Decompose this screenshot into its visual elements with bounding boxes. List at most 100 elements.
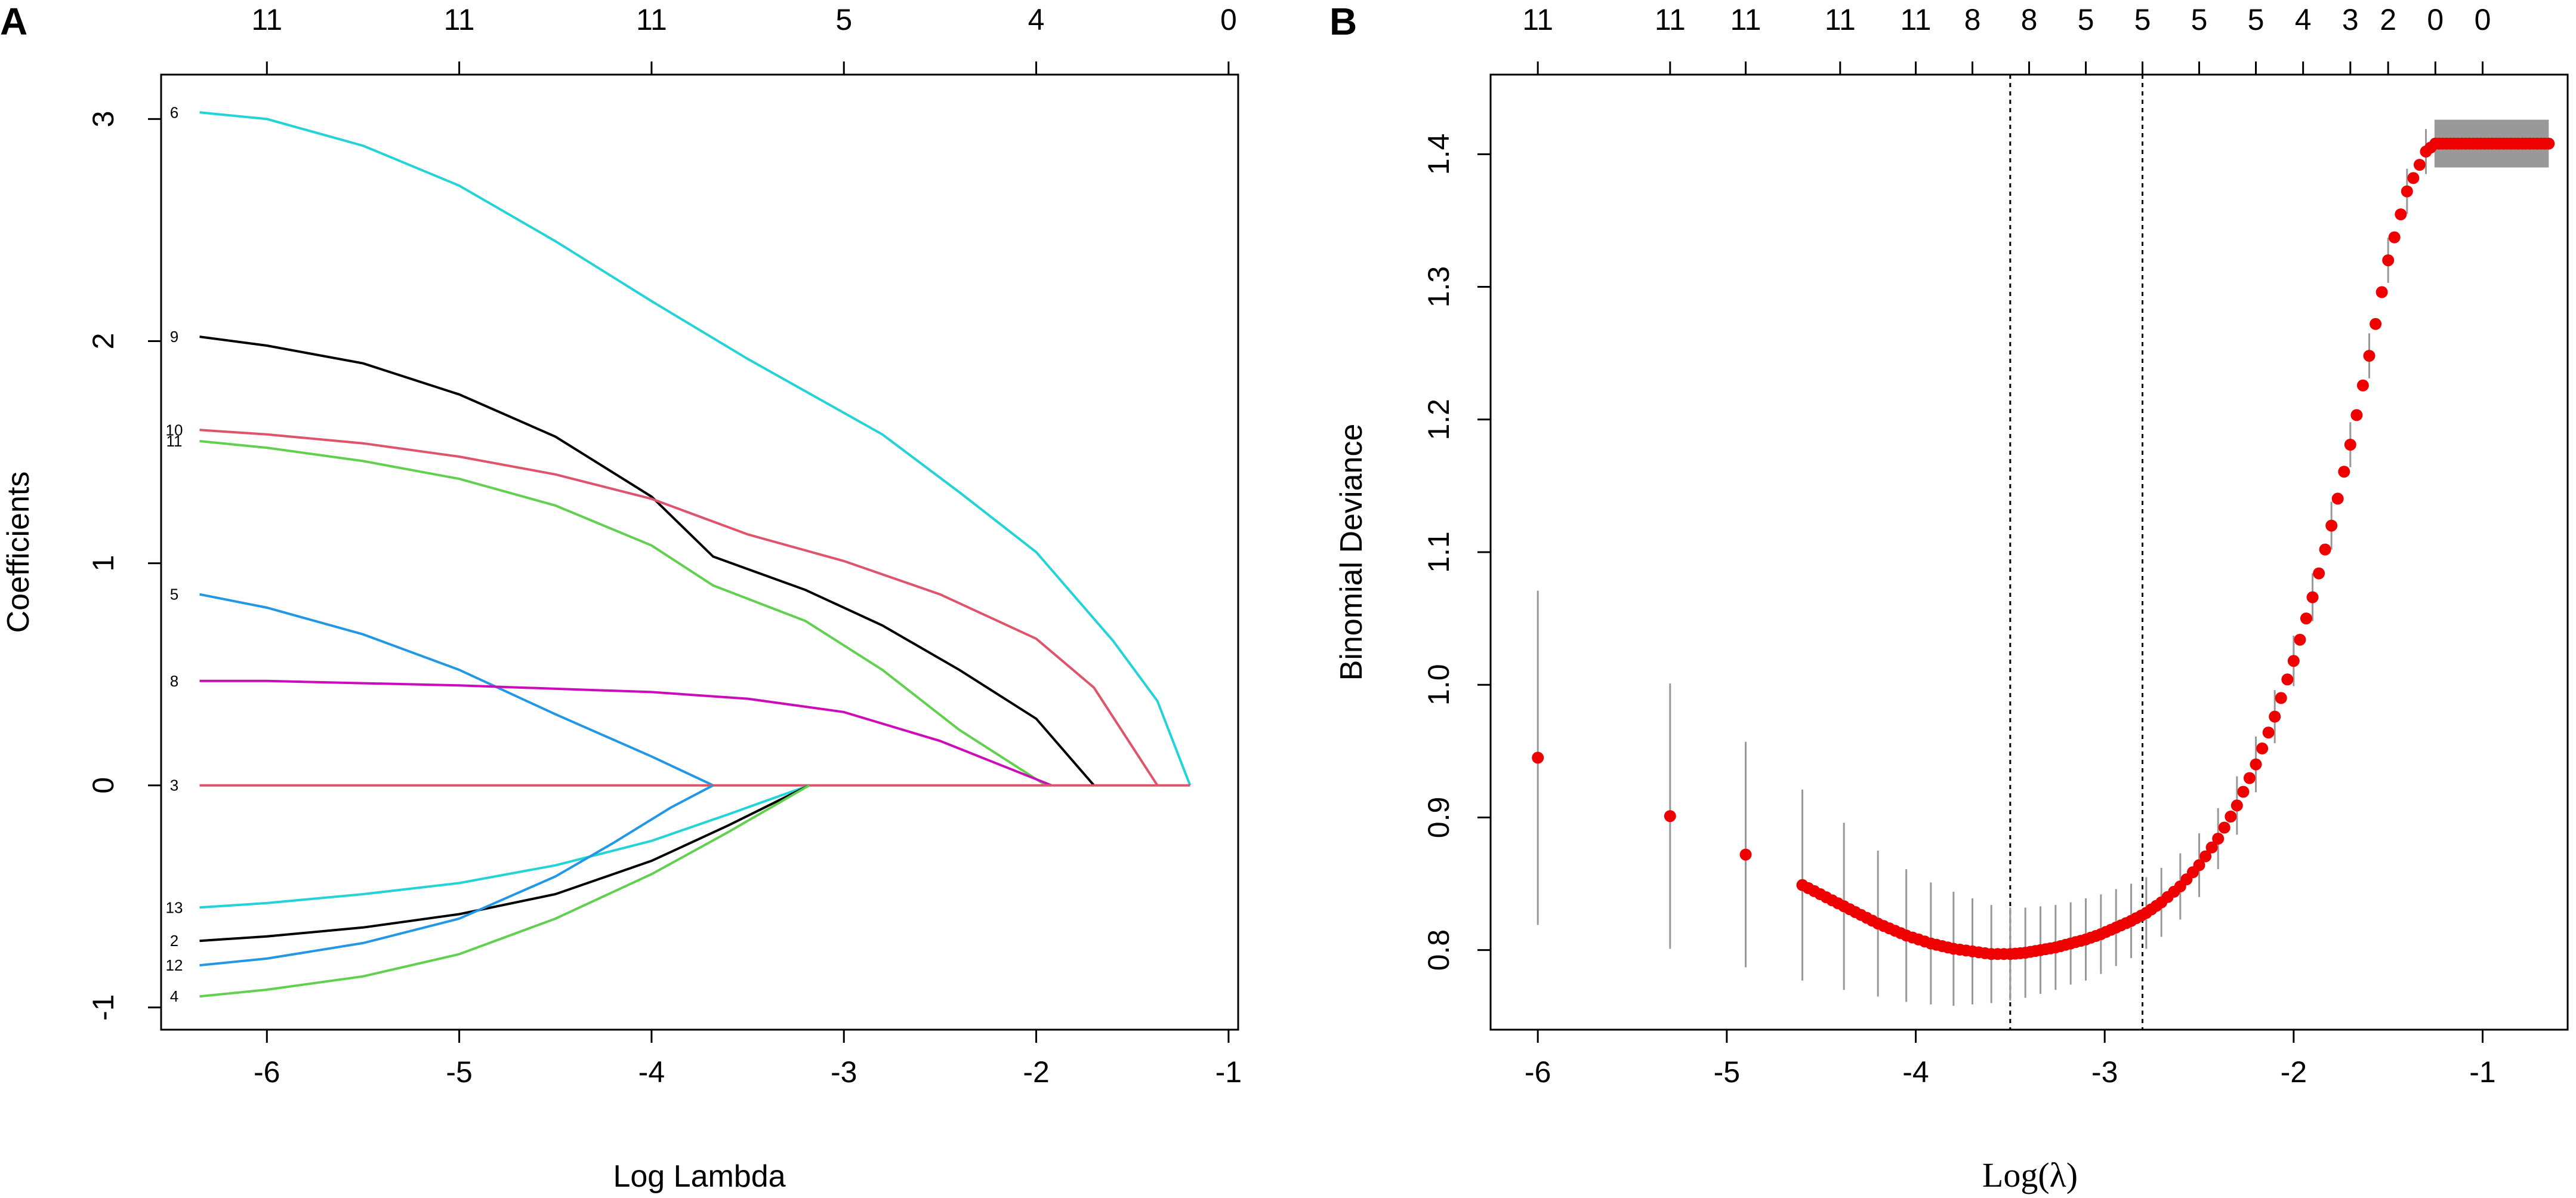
coefficient-label-8: 8 xyxy=(170,672,178,690)
panel-b-top-tick-label: 3 xyxy=(2342,3,2359,36)
deviance-point xyxy=(2250,758,2262,771)
deviance-point xyxy=(2199,850,2212,863)
panel-b-top-tick-label: 0 xyxy=(2427,3,2444,36)
panel-a-top-tick-label: 0 xyxy=(1220,3,1237,36)
deviance-point xyxy=(2388,231,2401,244)
panel-a-x-tick-label: -4 xyxy=(638,1055,665,1089)
deviance-point xyxy=(1739,848,1752,861)
deviance-point xyxy=(2413,159,2426,171)
panel-b-top-tick-label: 11 xyxy=(1655,3,1686,36)
deviance-point xyxy=(2313,567,2325,580)
deviance-point xyxy=(2225,811,2237,823)
panel-b-y-axis-label: Binomial Deviance xyxy=(1334,424,1369,681)
deviance-point xyxy=(2205,841,2218,854)
panel-b-y-tick-label: 0.8 xyxy=(1422,929,1455,971)
panel-b-top-tick-label: 11 xyxy=(1825,3,1856,36)
deviance-point xyxy=(2243,772,2256,784)
panel-a-x-tick-label: -2 xyxy=(1023,1055,1049,1089)
coefficient-label-5: 5 xyxy=(170,586,178,603)
deviance-point xyxy=(2281,673,2294,686)
deviance-point xyxy=(2370,318,2382,330)
panel-b-y-tick-label: 1.2 xyxy=(1422,399,1455,441)
panel-b-plot-box xyxy=(1489,73,2569,1031)
panel-b-x-tick-label: -5 xyxy=(1714,1055,1740,1089)
deviance-point xyxy=(2543,137,2555,150)
deviance-point xyxy=(2193,859,2205,871)
deviance-point xyxy=(2256,742,2269,754)
panel-a-x-axis-label: Log Lambda xyxy=(613,1159,785,1194)
coefficient-path-10 xyxy=(199,429,1159,786)
deviance-point xyxy=(2294,633,2306,646)
panel-b-y-tick-label: 0.9 xyxy=(1422,797,1455,839)
deviance-point xyxy=(1664,810,1676,823)
panel-b-top-tick-label: 0 xyxy=(2475,3,2491,36)
coefficient-label-2: 2 xyxy=(170,932,178,950)
panel-b-label: B xyxy=(1329,0,1357,43)
deviance-point xyxy=(2356,379,2369,392)
panel-a-x-tick-label: -1 xyxy=(1215,1055,1242,1089)
coefficient-path-8 xyxy=(199,679,1053,787)
deviance-point xyxy=(2350,409,2363,421)
panel-a-x-tick-label: -3 xyxy=(831,1055,857,1089)
panel-b-top-tick-label: 2 xyxy=(2380,3,2396,36)
panel-b-x-tick-label: -1 xyxy=(2469,1055,2495,1089)
panel-b-top-tick-label: 5 xyxy=(2248,3,2265,36)
deviance-point xyxy=(2262,726,2275,739)
deviance-point xyxy=(2237,786,2250,798)
panel-b-top-tick-label: 5 xyxy=(2134,3,2151,36)
deviance-point xyxy=(2306,591,2319,603)
panel-a-y-tick-label: 3 xyxy=(87,111,120,128)
panel-a-y-tick-label: 0 xyxy=(87,777,120,794)
panel-a-y-axis-label: Coefficients xyxy=(1,472,36,633)
coefficient-path-6 xyxy=(199,111,1192,786)
panel-b-top-tick-label: 5 xyxy=(2078,3,2094,36)
panel-a-top-tick-label: 5 xyxy=(835,3,852,36)
panel-a-y-tick-label: -1 xyxy=(87,994,120,1021)
panel-b-top-tick-label: 4 xyxy=(2295,3,2312,36)
panel-a-top-tick-label: 4 xyxy=(1028,3,1045,36)
coefficient-label-4: 4 xyxy=(170,987,178,1005)
deviance-point xyxy=(2231,799,2243,812)
panel-a-top-tick-label: 11 xyxy=(636,3,667,36)
panel-a-plot-box xyxy=(160,73,1239,1031)
panel-a-x-tick-label: -6 xyxy=(254,1055,280,1089)
deviance-point xyxy=(2300,612,2312,625)
panel-b-x-tick-label: -2 xyxy=(2281,1055,2307,1089)
deviance-point xyxy=(2363,350,2376,362)
panel-b-x-tick-label: -6 xyxy=(1525,1055,1551,1089)
panel-b-top-tick-label: 8 xyxy=(2021,3,2038,36)
deviance-point xyxy=(2395,208,2407,221)
deviance-point xyxy=(2269,710,2281,723)
coefficient-label-3: 3 xyxy=(170,777,178,794)
coefficient-label-9: 9 xyxy=(170,328,178,346)
panel-a-label: A xyxy=(0,0,27,43)
deviance-point xyxy=(2319,543,2331,556)
deviance-point xyxy=(2275,692,2287,704)
panel-a-y-tick-label: 1 xyxy=(87,555,120,572)
panel-b-top-tick-label: 5 xyxy=(2191,3,2208,36)
coefficient-path-5 xyxy=(199,593,714,787)
coefficient-path-4 xyxy=(199,784,810,998)
panel-a-top-tick-label: 11 xyxy=(251,3,282,36)
coefficient-label-13: 13 xyxy=(166,898,183,916)
coefficient-path-13 xyxy=(199,784,810,909)
panel-b-top-tick-label: 8 xyxy=(1964,3,1981,36)
panel-a-top-tick-label: 11 xyxy=(444,3,475,36)
panel-b-x-tick-label: -4 xyxy=(1902,1055,1929,1089)
deviance-point xyxy=(2407,172,2420,184)
coefficient-path-2 xyxy=(199,784,810,943)
coefficient-path-12 xyxy=(199,784,714,967)
deviance-point xyxy=(2376,286,2388,298)
deviance-point xyxy=(2212,833,2225,845)
panel-b-y-tick-label: 1.1 xyxy=(1422,531,1455,573)
panel-b-top-tick-label: 11 xyxy=(1901,3,1932,36)
panel-a-x-tick-label: -5 xyxy=(446,1055,472,1089)
panel-b-y-tick-label: 1.3 xyxy=(1422,266,1455,308)
coefficient-label-6: 6 xyxy=(170,103,178,121)
deviance-point xyxy=(2331,492,2344,505)
deviance-point xyxy=(2325,519,2338,532)
coefficient-label-10: 10 xyxy=(166,421,183,439)
deviance-point xyxy=(2344,439,2356,451)
